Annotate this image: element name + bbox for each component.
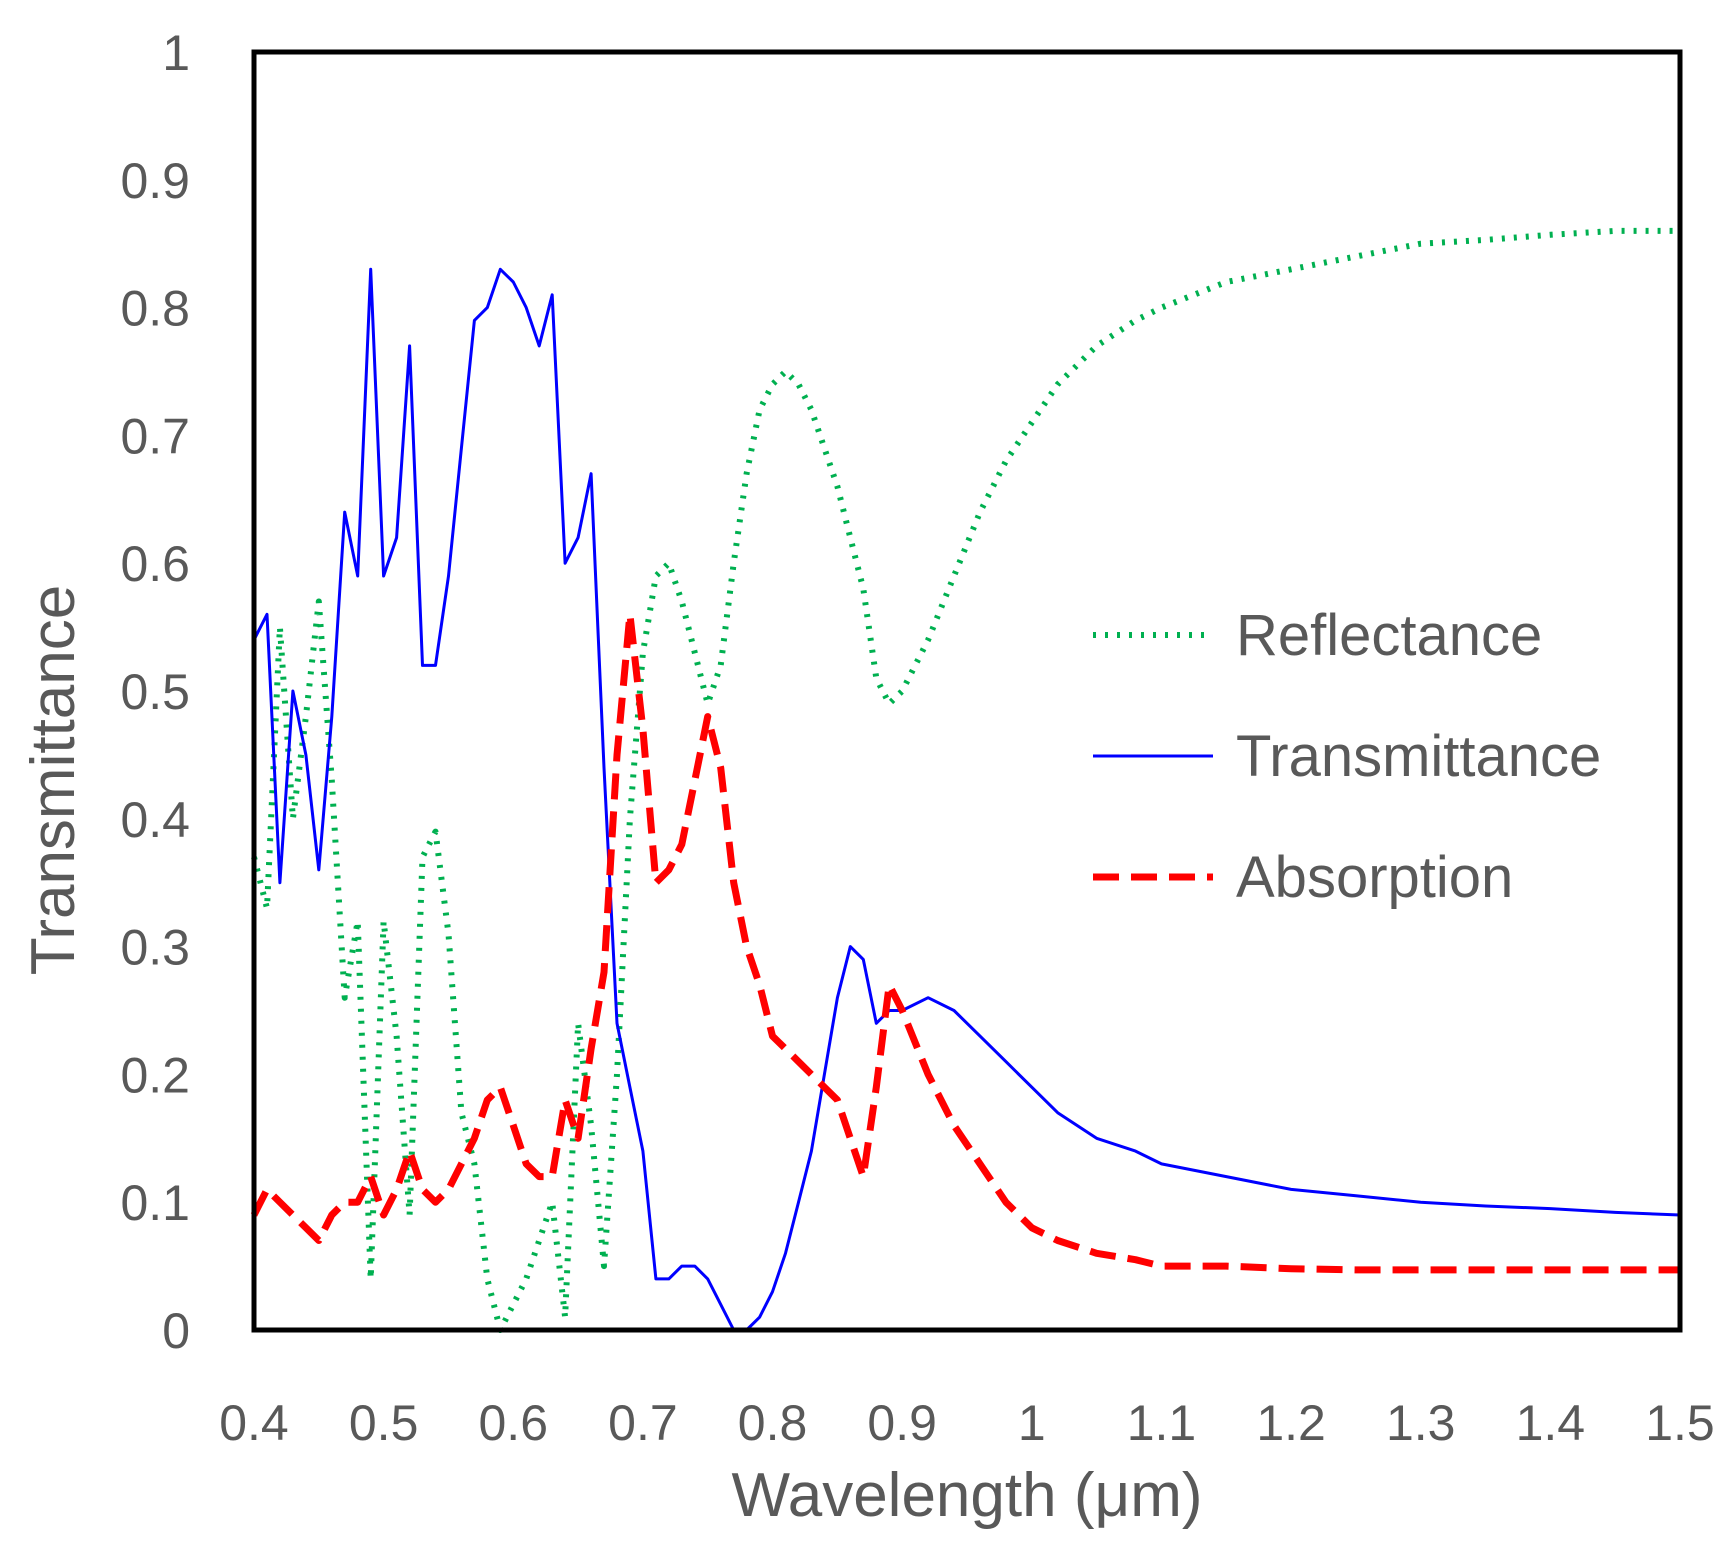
y-tick-label: 0.5 (120, 664, 190, 720)
x-tick-label: 1.5 (1645, 1395, 1715, 1451)
x-tick-label: 0.8 (738, 1395, 808, 1451)
x-tick-label: 0.4 (219, 1395, 289, 1451)
y-axis-title: Transmittance (19, 585, 88, 976)
y-tick-label: 0.9 (120, 153, 190, 209)
legend-label-transmittance: Transmittance (1236, 724, 1601, 789)
x-tick-label: 0.7 (608, 1395, 678, 1451)
x-tick-label: 0.9 (867, 1395, 937, 1451)
legend: Reflectance Transmittance Absorption (1093, 603, 1601, 910)
plot-area-frame (251, 49, 1683, 1333)
y-tick-label: 1 (162, 25, 190, 81)
series-layer (250, 227, 1681, 1333)
x-tick-label: 0.6 (479, 1395, 549, 1451)
y-tick-label: 0.2 (120, 1047, 190, 1103)
y-tick-label: 0.7 (120, 408, 190, 464)
legend-label-reflectance: Reflectance (1236, 603, 1542, 668)
legend-label-absorption: Absorption (1236, 845, 1513, 910)
y-tick-label: 0.1 (120, 1175, 190, 1231)
x-tick-label: 0.5 (349, 1395, 419, 1451)
x-axis-ticks: 0.4 0.5 0.6 0.7 0.8 0.9 1 1.1 1.2 1.3 1.4 1.5 (219, 1395, 1715, 1451)
y-tick-label: 0.3 (120, 920, 190, 976)
x-tick-label: 1.2 (1256, 1395, 1326, 1451)
x-tick-label: 1.3 (1386, 1395, 1456, 1451)
y-tick-label: 0.6 (120, 536, 190, 592)
x-axis-title: Wavelength (μm) (732, 1461, 1203, 1530)
y-tick-label: 0.4 (120, 792, 190, 848)
x-tick-label: 1 (1018, 1395, 1046, 1451)
y-tick-label: 0.8 (120, 281, 190, 337)
series-line-transmittance (252, 267, 1681, 1332)
y-axis-ticks: 0 0.1 0.2 0.3 0.4 0.5 0.6 0.7 0.8 0.9 1 (120, 25, 190, 1359)
series-line-absorption (250, 610, 1680, 1274)
x-tick-label: 1.1 (1127, 1395, 1197, 1451)
x-tick-label: 1.4 (1516, 1395, 1586, 1451)
y-tick-label: 0 (162, 1303, 190, 1359)
